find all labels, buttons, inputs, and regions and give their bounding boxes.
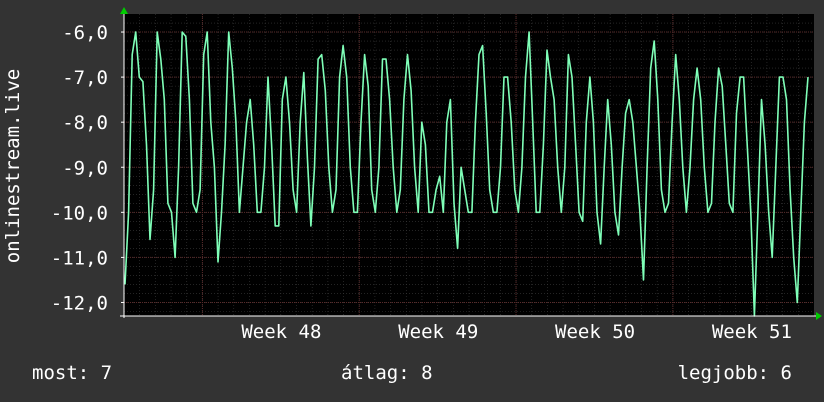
y-axis-label: onlinestream.live	[2, 69, 24, 263]
series-line	[124, 31, 809, 317]
x-tick-label: Week 49	[398, 321, 478, 343]
y-tick-label: -10,0	[51, 202, 108, 224]
y-axis-arrow-icon	[120, 7, 128, 14]
y-tick-label: -11,0	[51, 247, 108, 269]
y-tick-label: -7,0	[62, 67, 108, 89]
y-tick-label: -6,0	[62, 22, 108, 44]
x-axis-arrow-icon	[816, 312, 822, 320]
y-tick-label: -9,0	[62, 157, 108, 179]
footer-current-value: most: 7	[32, 362, 113, 384]
x-tick-label: Week 51	[712, 321, 792, 343]
x-tick-label: Week 48	[241, 321, 321, 343]
footer-best-value: legjobb: 6	[677, 362, 792, 384]
x-tick-label: Week 50	[555, 321, 635, 343]
chart: -6,0-7,0-8,0-9,0-10,0-11,0-12,0 Week 48 W…	[2, 7, 822, 343]
y-axis: -6,0 -7,0 -8,0 -9,0 -10,0 -11,0 -12,0	[51, 22, 124, 314]
y-tick-label: -8,0	[62, 112, 108, 134]
footer-average-value: átlag: 8	[341, 362, 433, 384]
y-tick-label: -12,0	[51, 292, 108, 314]
x-axis: Week 48 Week 49 Week 50 Week 51	[241, 321, 792, 343]
